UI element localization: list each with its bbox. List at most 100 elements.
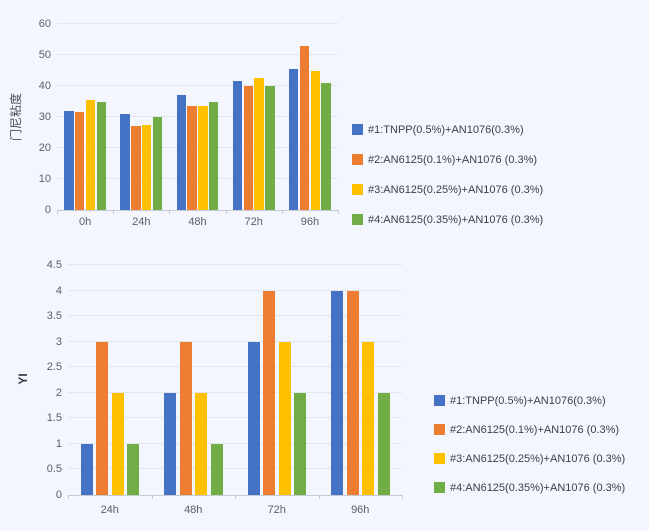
x-tick-label: 96h — [351, 504, 370, 516]
bar-72h-series2 — [243, 86, 254, 210]
legend-label: #2:AN6125(0.1%)+AN1076 (0.3%) — [368, 153, 538, 166]
bar-72h-series3 — [254, 78, 264, 210]
legend-item: #1:TNPP(0.5%)+AN1076(0.3%) — [352, 123, 543, 136]
bar-72h-series3 — [278, 341, 291, 495]
bar-48h-series1 — [176, 95, 187, 210]
bar-0h-series4 — [96, 101, 107, 210]
x-tick-label: 0h — [78, 216, 92, 228]
gridline — [68, 289, 402, 291]
legend-label: #3:AN6125(0.25%)+AN1076 (0.3%) — [368, 183, 544, 196]
gridline — [57, 116, 338, 117]
gridline — [68, 315, 402, 317]
axis-tick — [225, 210, 227, 214]
mooney-viscosity-chart: 门尼粘度 0 10 20 30 40 50 60 0h 24h 48h 72h 96h #1:TNPP… — [0, 0, 649, 250]
x-tick-label: 48h — [188, 216, 207, 228]
bar-96h-series1 — [288, 68, 299, 210]
bar-0h-series3 — [85, 99, 96, 210]
bar-48h-series2 — [179, 341, 192, 495]
legend-swatch — [434, 395, 445, 406]
legend-label: #4:AN6125(0.35%)+AN1076 (0.3%) — [450, 481, 626, 494]
x-tick-label: 72h — [244, 216, 263, 228]
legend-item: #2:AN6125(0.1%)+AN1076 (0.3%) — [352, 153, 543, 166]
bar-96h-series1 — [331, 290, 343, 495]
bar-96h-series3 — [310, 70, 321, 210]
bar-72h-series4 — [294, 392, 306, 495]
y-tick-label: 0 — [44, 204, 51, 216]
y-tick-label: 30 — [38, 111, 51, 123]
legend-swatch — [352, 124, 363, 135]
bar-24h-series1 — [80, 443, 93, 495]
y-tick-label: 60 — [38, 18, 51, 30]
y-tick-label: 2.5 — [46, 361, 62, 374]
gridline — [68, 340, 402, 342]
axis-tick — [113, 210, 115, 214]
legend-label: #2:AN6125(0.1%)+AN1076 (0.3%) — [450, 423, 620, 436]
bar-24h-series1 — [120, 113, 130, 210]
gridline — [57, 54, 338, 55]
bar-72h-series1 — [247, 341, 260, 495]
gridline — [57, 147, 338, 148]
legend-label: #1:TNPP(0.5%)+AN1076(0.3%) — [450, 394, 606, 407]
bar-96h-series3 — [362, 341, 374, 495]
x-tick-label: 96h — [300, 216, 320, 228]
axis-tick — [169, 210, 171, 214]
gridline — [68, 468, 402, 470]
bar-24h-series3 — [141, 124, 152, 210]
legend-item: #2:AN6125(0.1%)+AN1076 (0.3%) — [434, 423, 625, 436]
axis-tick — [402, 495, 403, 499]
gridline — [68, 442, 402, 444]
bar-48h-series4 — [210, 443, 223, 495]
legend-label: #3:AN6125(0.25%)+AN1076 (0.3%) — [450, 452, 626, 465]
y-tick-label: 2 — [55, 386, 62, 399]
legend-item: #3:AN6125(0.25%)+AN1076 (0.3%) — [352, 183, 543, 196]
gridline — [68, 391, 402, 393]
gridline — [68, 417, 402, 419]
y-tick-label: 1.5 — [46, 412, 62, 425]
bar-72h-series2 — [263, 290, 275, 495]
y-tick-label: 20 — [38, 142, 51, 154]
bar-96h-series2 — [346, 290, 359, 495]
legend-label: #4:AN6125(0.35%)+AN1076 (0.3%) — [368, 213, 544, 226]
legend-swatch — [434, 482, 445, 493]
yi-chart: YI 0 0.5 1 1.5 2 2.5 3 3.5 4 4.5 24h 48h 72h 96h #1:T… — [0, 250, 649, 531]
bar-24h-series3 — [111, 392, 124, 495]
gridline — [57, 178, 338, 179]
mooney-legend: #1:TNPP(0.5%)+AN1076(0.3%) #2:AN6125(0.1%… — [352, 123, 543, 226]
bar-24h-series2 — [131, 126, 141, 210]
y-tick-label: 4 — [55, 284, 62, 297]
gridline — [57, 85, 338, 86]
bar-48h-series2 — [187, 106, 197, 210]
bar-48h-series3 — [195, 392, 207, 495]
axis-tick — [281, 210, 283, 214]
gridline — [57, 23, 338, 24]
axis-tick — [151, 495, 153, 499]
y-tick-label: 1 — [55, 437, 62, 450]
bar-72h-series1 — [232, 81, 243, 210]
axis-tick — [68, 495, 69, 499]
bar-24h-series4 — [152, 117, 163, 210]
y-tick-label: 50 — [38, 49, 51, 61]
legend-swatch — [352, 184, 363, 195]
legend-item: #1:TNPP(0.5%)+AN1076(0.3%) — [434, 394, 625, 407]
axis-tick — [57, 210, 58, 214]
yi-legend: #1:TNPP(0.5%)+AN1076(0.3%) #2:AN6125(0.1%… — [434, 394, 625, 494]
axis-tick — [318, 495, 320, 499]
y-tick-label: 3 — [55, 335, 62, 348]
x-tick-label: 24h — [100, 504, 119, 516]
bar-48h-series1 — [164, 392, 176, 495]
legend-swatch — [434, 424, 445, 435]
legend-item: #3:AN6125(0.25%)+AN1076 (0.3%) — [434, 452, 625, 465]
axis-tick — [235, 495, 236, 499]
y-tick-label: 4.5 — [46, 259, 62, 271]
x-axis-line — [57, 210, 338, 211]
y-tick-label: 10 — [38, 173, 51, 185]
legend-label: #1:TNPP(0.5%)+AN1076(0.3%) — [368, 123, 524, 136]
bar-0h-series1 — [64, 110, 74, 210]
gridline — [68, 366, 402, 368]
bar-96h-series4 — [321, 82, 331, 210]
legend-item: #4:AN6125(0.35%)+AN1076 (0.3%) — [434, 481, 625, 494]
bar-96h-series2 — [299, 45, 310, 210]
bar-72h-series4 — [265, 86, 275, 210]
gridline — [68, 264, 402, 265]
